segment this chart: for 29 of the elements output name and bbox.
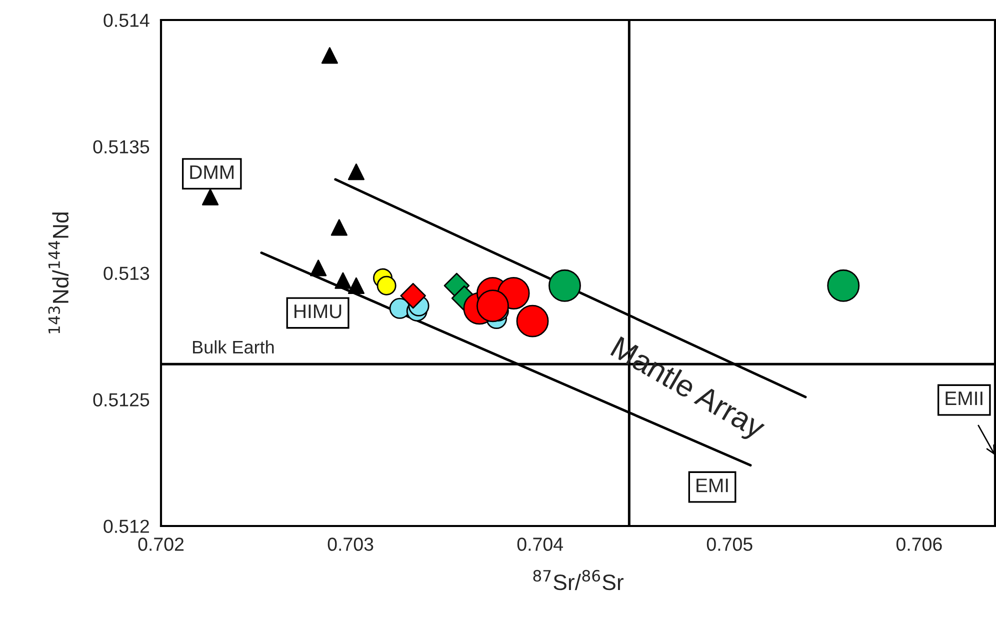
point (827, 269, 860, 302)
point (202, 188, 219, 206)
x-tick-label: 0.702 (138, 538, 184, 551)
point (348, 277, 365, 294)
annotation: EMI (696, 478, 728, 492)
point (548, 269, 581, 302)
x-tick-label: 0.706 (896, 538, 942, 551)
x-axis-title: $^{87}$Sr/$^{86}$Sr (533, 570, 624, 590)
y-tick-label: 0.514 (104, 14, 150, 27)
annotation: DMM (190, 165, 234, 179)
y-axis-title: $^{143}$Nd/$^{144}$Nd (48, 212, 69, 334)
y-tick-label: 0.5135 (93, 140, 150, 154)
point (516, 304, 549, 338)
point (334, 272, 352, 289)
point (348, 164, 365, 180)
y-tick-label: 0.5125 (93, 393, 150, 406)
point (330, 219, 348, 236)
point (310, 260, 327, 276)
y-tick-label: 0.513 (104, 266, 150, 280)
point (376, 276, 396, 296)
point (321, 47, 338, 64)
point (400, 282, 426, 309)
x-tick-label: 0.705 (706, 538, 752, 551)
x-tick-label: 0.703 (328, 538, 374, 551)
x-tick-label: 0.704 (517, 538, 564, 551)
annotation: EMII (946, 392, 982, 406)
ref-line-label: Bulk Earth (193, 340, 274, 354)
y-tick-label: 0.512 (104, 520, 149, 533)
annotation: HIMU (294, 304, 342, 318)
